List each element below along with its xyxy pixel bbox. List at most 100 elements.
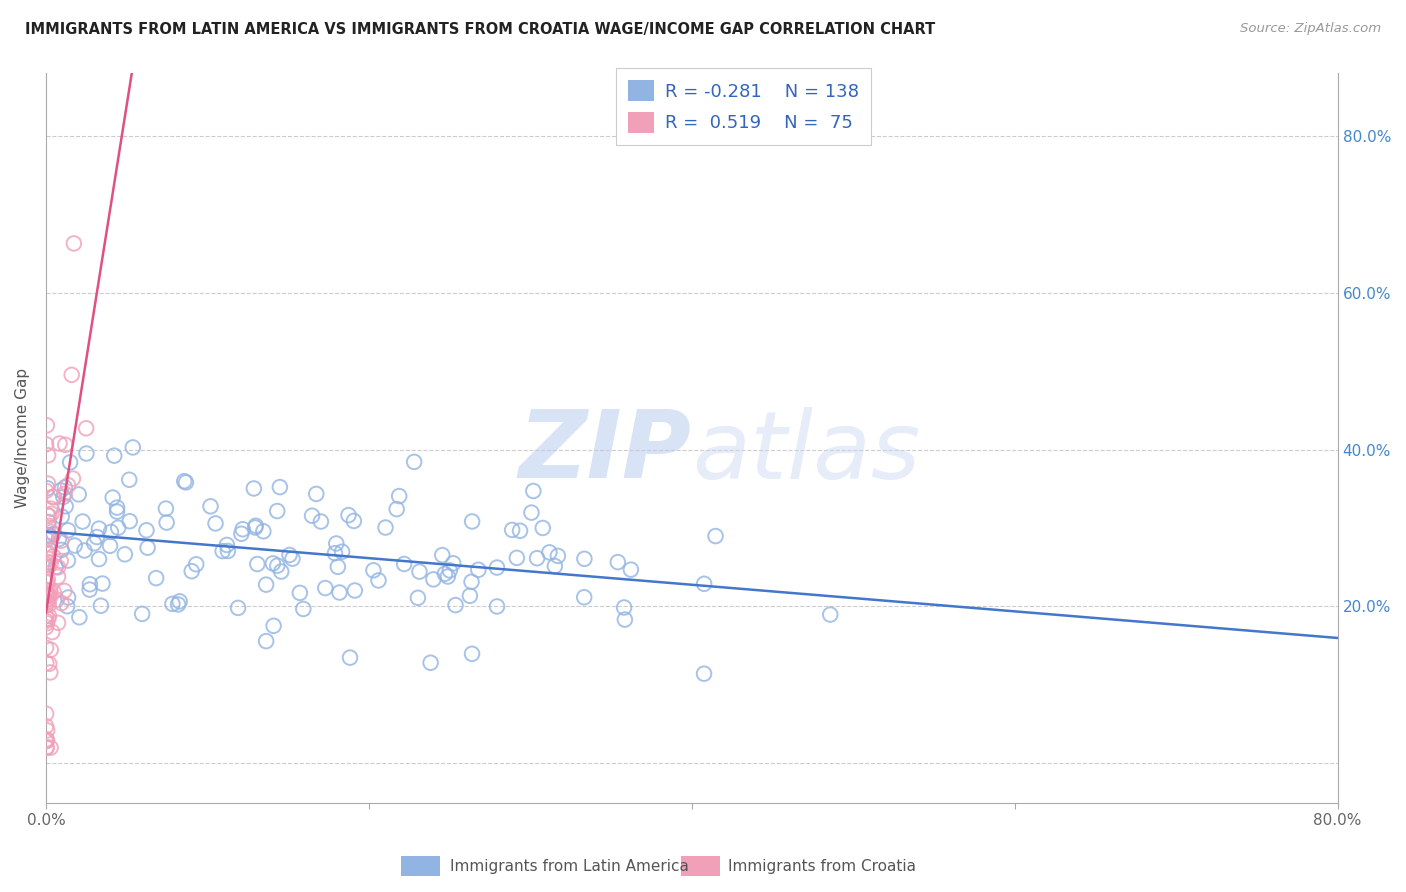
- Point: [162, 597, 184, 611]
- Point: [404, 455, 426, 469]
- Point: [83, 536, 105, 550]
- Point: [526, 551, 548, 566]
- Point: [73, 543, 96, 558]
- Point: [419, 656, 441, 670]
- Point: [53, 480, 76, 494]
- Point: [281, 551, 304, 566]
- Point: [269, 480, 291, 494]
- Point: [39, 529, 62, 543]
- Point: [42, 490, 65, 504]
- Point: [217, 544, 239, 558]
- Point: [53, 487, 76, 501]
- Point: [45, 592, 67, 607]
- Point: [35, 620, 58, 634]
- Point: [98, 539, 121, 553]
- Point: [200, 500, 222, 514]
- Point: [461, 515, 484, 529]
- Text: Immigrants from Croatia: Immigrants from Croatia: [728, 859, 917, 873]
- Point: [67, 487, 90, 501]
- Point: [441, 557, 464, 571]
- Point: [79, 582, 101, 597]
- Point: [35, 640, 58, 655]
- Point: [292, 602, 315, 616]
- Point: [35, 740, 58, 755]
- Point: [62, 472, 84, 486]
- Point: [38, 509, 60, 524]
- Point: [486, 599, 509, 614]
- Point: [174, 475, 197, 490]
- Point: [46, 615, 69, 630]
- Point: [41, 625, 63, 640]
- Point: [42, 549, 65, 564]
- Point: [266, 504, 288, 518]
- Point: [408, 565, 430, 579]
- Point: [262, 557, 284, 571]
- Point: [467, 563, 489, 577]
- Point: [60, 368, 83, 382]
- Point: [326, 559, 349, 574]
- Point: [35, 533, 58, 547]
- Point: [51, 542, 73, 557]
- Point: [506, 550, 529, 565]
- Point: [314, 581, 336, 595]
- Point: [41, 490, 63, 504]
- Point: [704, 529, 727, 543]
- Point: [105, 500, 128, 515]
- Point: [37, 583, 59, 598]
- Point: [63, 539, 86, 553]
- Point: [75, 421, 97, 435]
- Point: [35, 740, 58, 755]
- Point: [232, 522, 254, 536]
- Point: [56, 599, 79, 614]
- Point: [55, 500, 77, 514]
- Point: [343, 583, 366, 598]
- Point: [433, 566, 456, 581]
- Point: [245, 520, 267, 534]
- Point: [606, 555, 628, 569]
- Point: [35, 706, 58, 721]
- Point: [531, 521, 554, 535]
- Point: [118, 514, 141, 528]
- Point: [186, 558, 208, 572]
- Point: [38, 591, 60, 606]
- Point: [323, 546, 346, 560]
- Point: [35, 734, 58, 748]
- Point: [35, 719, 58, 733]
- Point: [46, 560, 69, 574]
- Point: [278, 548, 301, 562]
- Point: [820, 607, 842, 622]
- Point: [374, 520, 396, 534]
- Point: [35, 734, 58, 748]
- Point: [460, 574, 482, 589]
- Point: [367, 574, 389, 588]
- Point: [56, 524, 79, 538]
- Point: [231, 526, 253, 541]
- Point: [37, 560, 59, 574]
- Point: [167, 598, 190, 612]
- Point: [180, 564, 202, 578]
- Point: [37, 587, 59, 601]
- Point: [45, 560, 67, 574]
- Point: [574, 551, 596, 566]
- Text: IMMIGRANTS FROM LATIN AMERICA VS IMMIGRANTS FROM CROATIA WAGE/INCOME GAP CORRELA: IMMIGRANTS FROM LATIN AMERICA VS IMMIGRA…: [25, 22, 935, 37]
- Point: [35, 614, 58, 628]
- Point: [509, 524, 531, 538]
- Point: [56, 478, 79, 492]
- Y-axis label: Wage/Income Gap: Wage/Income Gap: [15, 368, 30, 508]
- Point: [53, 438, 76, 452]
- Point: [38, 608, 60, 623]
- Point: [107, 521, 129, 535]
- Point: [91, 576, 114, 591]
- Point: [215, 538, 238, 552]
- Point: [35, 582, 58, 597]
- Point: [444, 598, 467, 612]
- Point: [145, 571, 167, 585]
- Point: [693, 666, 716, 681]
- Point: [363, 563, 385, 577]
- Point: [41, 507, 63, 521]
- Point: [39, 584, 62, 599]
- Point: [39, 740, 62, 755]
- Point: [51, 509, 73, 524]
- Point: [56, 553, 79, 567]
- Point: [100, 524, 122, 539]
